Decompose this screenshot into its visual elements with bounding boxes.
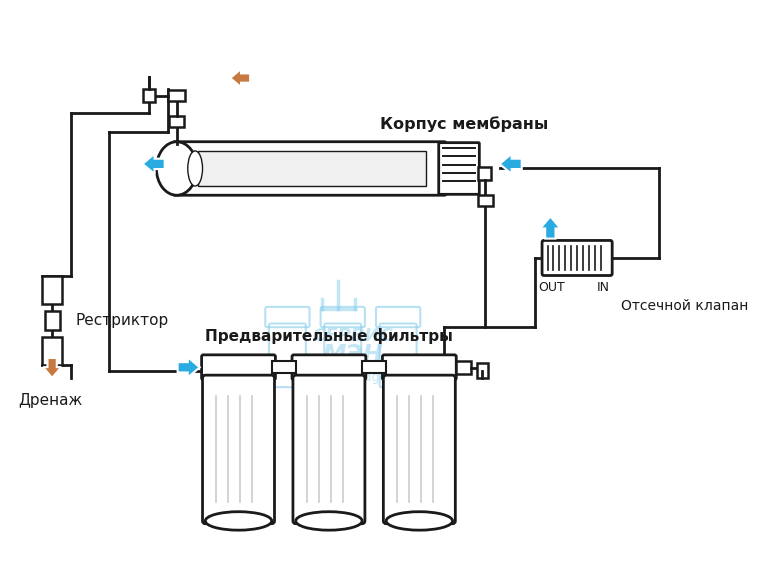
- FancyBboxPatch shape: [202, 355, 275, 380]
- Text: МЭН: МЭН: [322, 343, 383, 367]
- Bar: [45, 312, 59, 330]
- FancyBboxPatch shape: [542, 241, 612, 275]
- FancyBboxPatch shape: [293, 375, 365, 524]
- Ellipse shape: [187, 151, 203, 186]
- Ellipse shape: [386, 512, 453, 530]
- Bar: [169, 116, 184, 127]
- FancyBboxPatch shape: [203, 375, 274, 524]
- Bar: [42, 338, 62, 365]
- Polygon shape: [142, 154, 165, 174]
- Polygon shape: [43, 358, 61, 378]
- Polygon shape: [540, 217, 561, 238]
- Text: СЕРВИС: СЕРВИС: [312, 328, 393, 345]
- FancyBboxPatch shape: [439, 143, 479, 194]
- Ellipse shape: [205, 512, 272, 530]
- Text: Рестриктор: Рестриктор: [75, 313, 168, 328]
- Text: filtercartridge.ru: filtercartridge.ru: [301, 372, 405, 384]
- FancyBboxPatch shape: [383, 355, 456, 380]
- Bar: [198, 151, 426, 186]
- Bar: [42, 276, 62, 304]
- Bar: [168, 90, 185, 101]
- Text: Предварительные фильтры: Предварительные фильтры: [205, 328, 453, 344]
- Bar: [479, 167, 491, 180]
- Text: OUT: OUT: [538, 281, 565, 294]
- FancyBboxPatch shape: [173, 141, 446, 195]
- Bar: [479, 195, 493, 206]
- Bar: [142, 89, 155, 102]
- Bar: [476, 363, 488, 378]
- Bar: [362, 362, 386, 373]
- Text: Корпус мембраны: Корпус мембраны: [379, 117, 548, 133]
- Polygon shape: [178, 357, 200, 377]
- Bar: [272, 362, 296, 373]
- Text: Отсечной клапан: Отсечной клапан: [621, 299, 749, 313]
- Text: IN: IN: [597, 281, 610, 294]
- FancyBboxPatch shape: [383, 375, 456, 524]
- Polygon shape: [230, 69, 250, 87]
- FancyBboxPatch shape: [292, 355, 366, 380]
- Ellipse shape: [156, 141, 197, 195]
- Ellipse shape: [296, 512, 362, 530]
- Bar: [456, 362, 471, 375]
- Text: Дренаж: Дренаж: [18, 393, 82, 409]
- Polygon shape: [500, 154, 522, 174]
